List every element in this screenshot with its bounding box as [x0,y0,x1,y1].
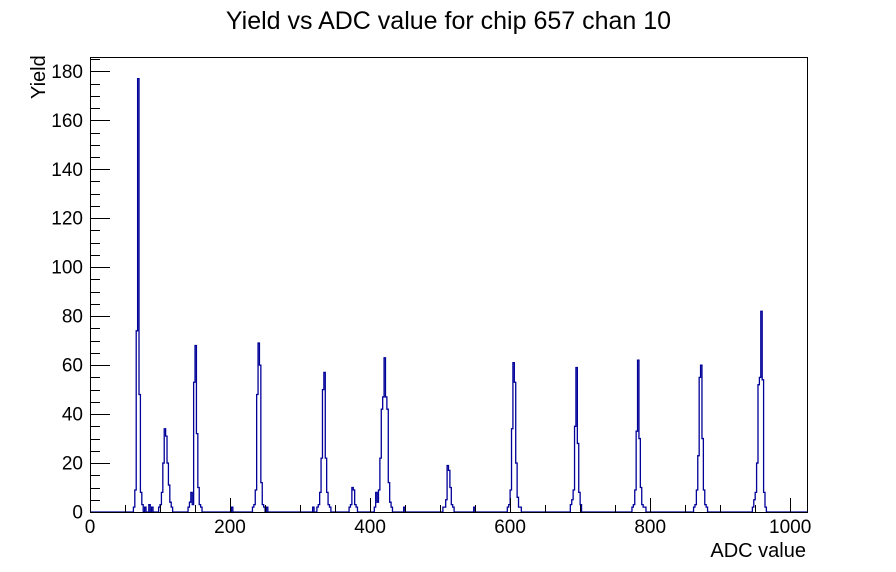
x-tick-label: 0 [85,517,96,538]
x-tick-label: 1000 [769,517,811,538]
frame-rect [90,57,808,513]
y-tick-labels: 0 20 40 60 80 100 120 140 160 180 [51,62,83,524]
y-tick-label: 140 [51,160,83,181]
histogram-path [90,78,807,513]
y-tick-label: 60 [62,356,83,377]
y-tick-label: 80 [62,307,83,328]
x-tick-label: 200 [214,517,246,538]
y-tick-label: 20 [62,454,83,475]
y-tick-label: 160 [51,111,83,132]
y-axis-title: Yield [28,55,50,99]
y-tick-label: 180 [51,62,83,83]
x-tick-label: 400 [354,517,386,538]
x-tick-label: 800 [634,517,666,538]
y-tick-label: 120 [51,209,83,230]
y-tick-label: 40 [62,405,83,426]
axis-ticks [90,59,791,513]
y-tick-label: 0 [72,503,83,524]
y-tick-label: 100 [51,258,83,279]
chart-title: Yield vs ADC value for chip 657 chan 10 [225,7,672,35]
x-tick-labels: 0 200 400 600 800 1000 [85,517,812,538]
x-axis-title: ADC value [710,540,806,562]
histogram-line [90,78,807,513]
plot-frame [90,57,808,513]
x-tick-label: 600 [494,517,526,538]
tick-marks [90,59,791,513]
